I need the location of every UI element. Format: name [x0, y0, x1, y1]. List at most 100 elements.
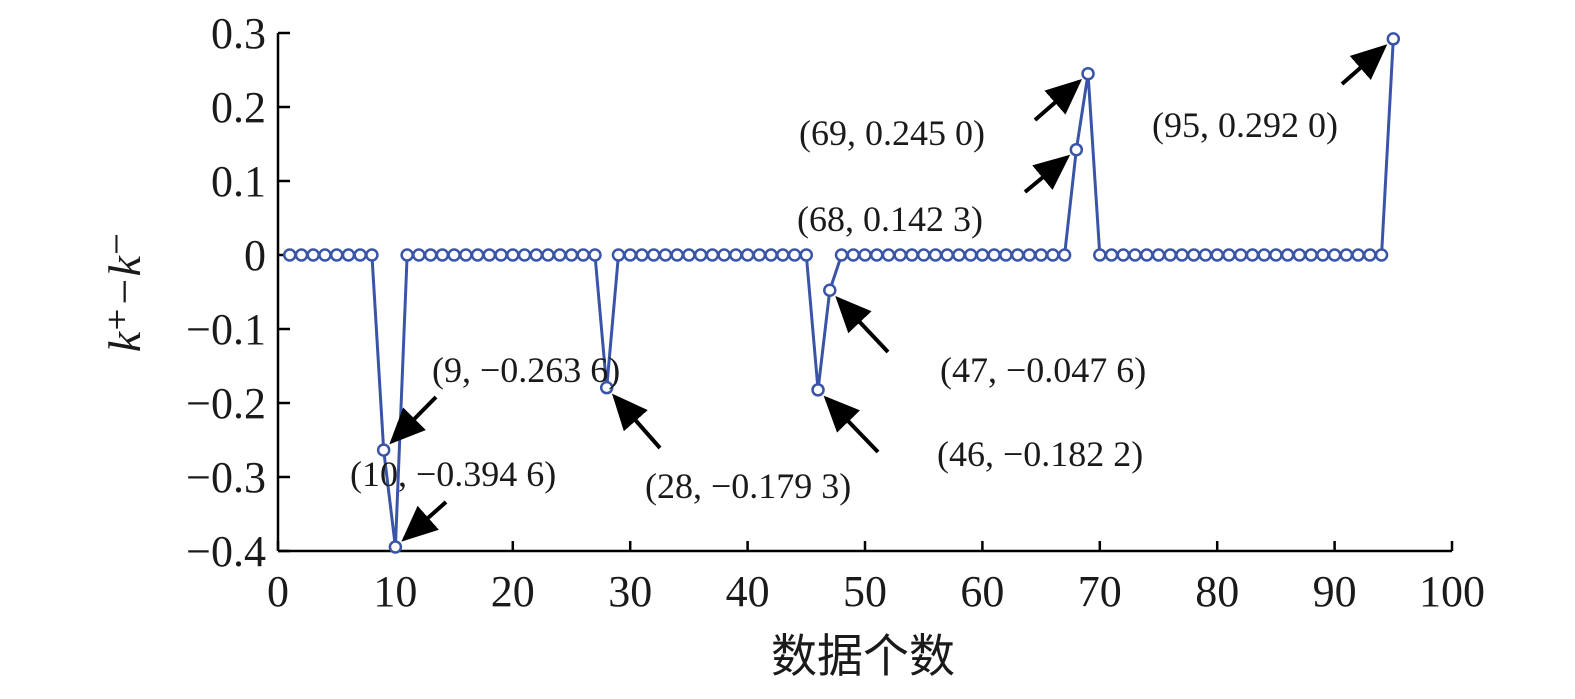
- data-point: [1151, 248, 1166, 262]
- data-point: [1081, 66, 1095, 81]
- data-point: [1104, 248, 1119, 262]
- data-point: [611, 248, 626, 262]
- data-point: [752, 248, 767, 262]
- data-point: [541, 248, 555, 262]
- data-point: [823, 283, 837, 297]
- y-tick-label: 0.3: [211, 9, 266, 58]
- y-tick-label: −0.4: [186, 527, 266, 576]
- data-point: [341, 248, 356, 262]
- data-point: [1198, 248, 1213, 262]
- y-axis-title: k⁺−k⁻: [99, 232, 150, 352]
- x-tick-label: 20: [491, 567, 535, 616]
- data-point: [658, 248, 673, 262]
- data-point: [1339, 248, 1354, 262]
- data-point: [353, 248, 367, 262]
- data-point: [1046, 248, 1060, 262]
- data-point: [1233, 248, 1248, 262]
- data-point: [1327, 248, 1342, 262]
- data-point: [682, 248, 696, 262]
- data-point: [846, 248, 861, 262]
- data-point: [1257, 248, 1271, 262]
- data-point: [811, 383, 825, 397]
- data-point: [447, 248, 461, 262]
- data-point: [494, 248, 508, 262]
- y-ticks: 0.3 0.2 0.1 0 −0.1 −0.2 −0.3 −0.4: [186, 9, 290, 576]
- data-point: [423, 248, 438, 262]
- data-point: [1210, 248, 1224, 262]
- data-point: [776, 248, 790, 262]
- data-point: [529, 248, 544, 262]
- y-tick-label: 0.2: [211, 83, 266, 132]
- annotation-label: (10, −0.394 6): [350, 454, 556, 494]
- data-point: [599, 380, 614, 395]
- data-point: [952, 248, 966, 262]
- data-point: [740, 248, 755, 262]
- data-point: [999, 248, 1013, 262]
- data-point: [482, 248, 497, 262]
- data-point: [306, 248, 320, 262]
- annotation-label: (68, 0.142 3): [797, 199, 983, 239]
- data-point: [1374, 248, 1389, 262]
- annotation-arrow: [1023, 154, 1071, 194]
- data-point: [1304, 248, 1318, 262]
- data-point: [400, 248, 414, 262]
- data-point: [576, 248, 590, 262]
- annotation-arrow: [835, 296, 890, 354]
- data-point: [1140, 248, 1154, 262]
- data-point: [553, 248, 567, 262]
- data-point: [623, 248, 637, 262]
- data-point: [693, 248, 708, 262]
- x-tick-label: 0: [267, 567, 289, 616]
- data-point: [1163, 248, 1177, 262]
- data-point: [459, 248, 473, 262]
- data-point: [764, 248, 778, 262]
- data-point: [1069, 142, 1084, 157]
- data-point: [858, 248, 872, 262]
- y-tick-label: 0.1: [211, 157, 266, 206]
- data-point: [1034, 248, 1048, 262]
- data-point: [365, 248, 379, 262]
- data-point: [1186, 248, 1201, 262]
- data-point: [670, 248, 684, 262]
- data-point: [905, 248, 919, 262]
- annotation-arrow: [612, 393, 662, 450]
- annotations: (9, −0.263 6) (10, −0.394 6) (28, −0.179 3…: [350, 44, 1388, 542]
- data-point: [318, 248, 332, 262]
- data-point: [388, 540, 403, 554]
- x-tick-label: 30: [608, 567, 652, 616]
- data-point: [635, 248, 649, 262]
- x-tick-label: 10: [373, 567, 417, 616]
- data-point: [729, 248, 743, 262]
- x-tick-label: 50: [843, 567, 887, 616]
- data-point: [1116, 248, 1131, 262]
- data-point: [1386, 32, 1401, 46]
- data-point: [963, 248, 978, 262]
- x-tick-label: 80: [1195, 567, 1239, 616]
- data-point: [329, 248, 344, 262]
- data-point: [916, 248, 931, 262]
- data-point: [282, 248, 297, 262]
- data-point: [940, 248, 954, 262]
- y-tick-label: 0: [244, 231, 266, 280]
- x-tick-label: 90: [1313, 567, 1357, 616]
- x-ticks: 0 10 20 30 40 50 60 70 80 90 100: [267, 541, 1485, 616]
- data-point: [1093, 248, 1107, 262]
- data-point: [717, 248, 731, 262]
- data-point: [1222, 248, 1236, 262]
- x-tick-label: 100: [1419, 567, 1485, 616]
- y-tick-label: −0.2: [186, 379, 266, 428]
- data-point: [834, 248, 849, 262]
- data-point: [1363, 248, 1377, 262]
- x-tick-label: 70: [1078, 567, 1122, 616]
- x-tick-label: 60: [960, 567, 1004, 616]
- y-tick-label: −0.1: [186, 305, 266, 354]
- data-point: [1316, 248, 1330, 262]
- data-point: [412, 248, 426, 262]
- annotation-label: (69, 0.245 0): [799, 113, 985, 153]
- data-point: [1010, 248, 1025, 262]
- annotation-label: (46, −0.182 2): [937, 434, 1143, 474]
- data-point: [881, 248, 896, 262]
- data-point: [506, 248, 520, 262]
- annotation-arrow: [389, 395, 438, 445]
- data-point: [1269, 248, 1283, 262]
